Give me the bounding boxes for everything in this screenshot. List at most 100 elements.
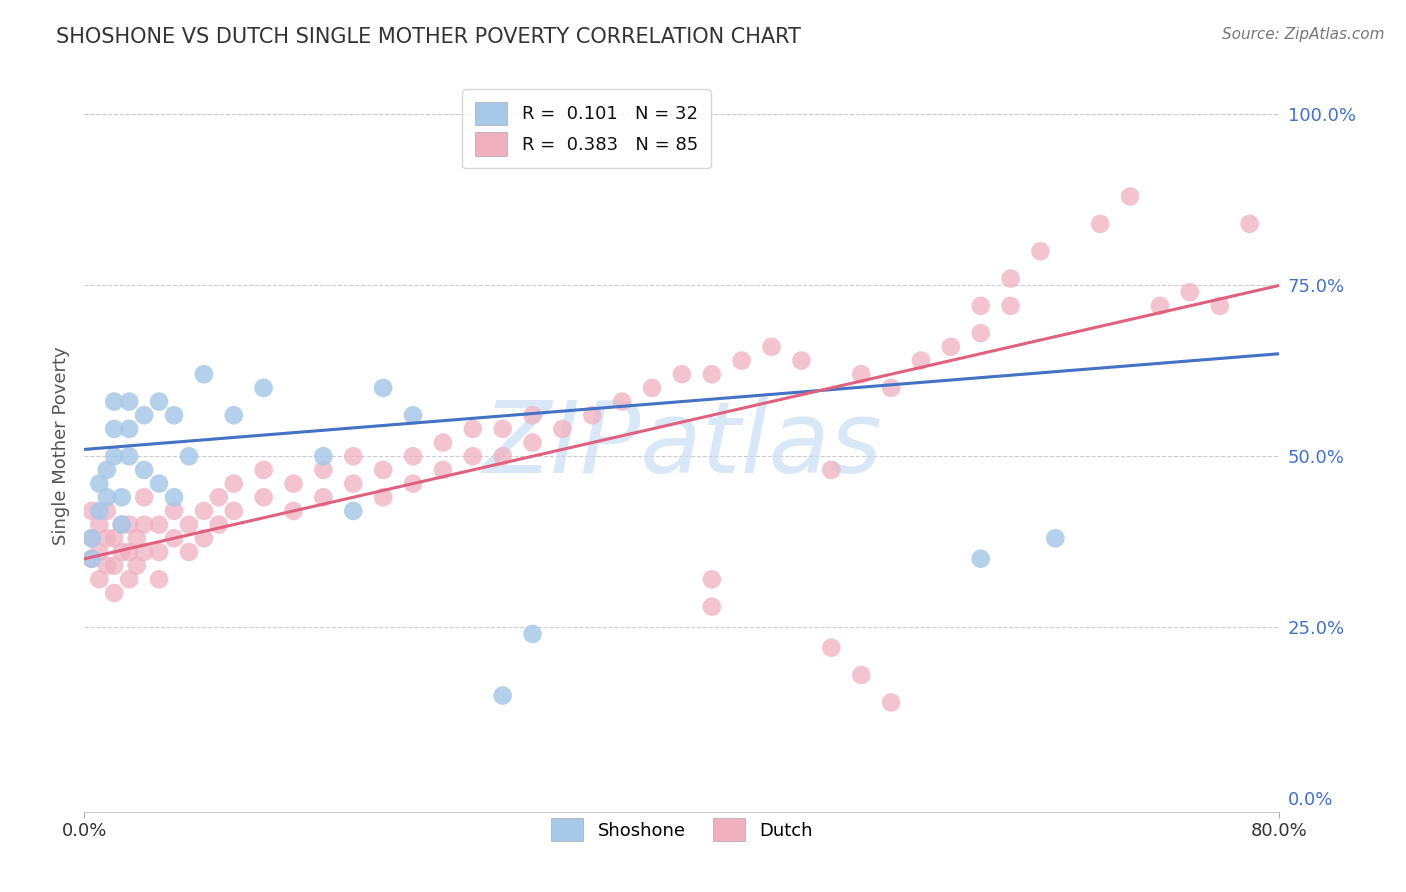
Text: Source: ZipAtlas.com: Source: ZipAtlas.com xyxy=(1222,27,1385,42)
Point xyxy=(103,394,125,409)
Point xyxy=(1000,271,1022,285)
Point xyxy=(125,531,148,545)
Point xyxy=(148,394,170,409)
Point xyxy=(118,572,141,586)
Point xyxy=(851,368,873,382)
Text: ZIPatlas: ZIPatlas xyxy=(482,398,882,494)
Point xyxy=(111,545,134,559)
Point xyxy=(880,381,903,395)
Point xyxy=(581,409,603,423)
Point xyxy=(118,545,141,559)
Point xyxy=(253,463,276,477)
Point xyxy=(939,340,962,354)
Point xyxy=(910,353,932,368)
Point xyxy=(163,531,186,545)
Point xyxy=(103,558,125,573)
Point xyxy=(96,463,118,477)
Point xyxy=(118,517,141,532)
Point xyxy=(193,368,215,382)
Point xyxy=(820,640,842,655)
Point xyxy=(96,531,118,545)
Point xyxy=(148,572,170,586)
Point xyxy=(700,572,723,586)
Point xyxy=(177,517,200,532)
Point xyxy=(148,517,170,532)
Point xyxy=(118,394,141,409)
Point xyxy=(1209,299,1232,313)
Point xyxy=(522,409,544,423)
Point xyxy=(89,476,111,491)
Point xyxy=(492,689,515,703)
Point xyxy=(111,517,134,532)
Point xyxy=(342,449,364,463)
Point xyxy=(208,517,231,532)
Point xyxy=(342,504,364,518)
Point xyxy=(700,368,723,382)
Point xyxy=(132,517,156,532)
Point xyxy=(103,449,125,463)
Point xyxy=(551,422,574,436)
Point xyxy=(970,299,993,313)
Point xyxy=(700,599,723,614)
Point xyxy=(1119,189,1142,203)
Point xyxy=(118,449,141,463)
Point xyxy=(177,449,200,463)
Point xyxy=(125,558,148,573)
Point xyxy=(80,504,103,518)
Point xyxy=(118,422,141,436)
Point xyxy=(222,409,245,423)
Point xyxy=(731,353,754,368)
Legend: Shoshone, Dutch: Shoshone, Dutch xyxy=(538,805,825,854)
Point xyxy=(312,463,335,477)
Point xyxy=(103,422,125,436)
Point xyxy=(312,449,335,463)
Point xyxy=(103,586,125,600)
Point xyxy=(80,551,103,566)
Point xyxy=(402,476,425,491)
Point xyxy=(1149,299,1171,313)
Point xyxy=(402,409,425,423)
Point xyxy=(373,463,395,477)
Point xyxy=(671,368,693,382)
Point xyxy=(193,504,215,518)
Point xyxy=(432,435,454,450)
Point xyxy=(612,394,634,409)
Point xyxy=(193,531,215,545)
Point xyxy=(111,490,134,504)
Point xyxy=(1239,217,1261,231)
Point xyxy=(163,409,186,423)
Point xyxy=(96,558,118,573)
Point xyxy=(253,381,276,395)
Point xyxy=(970,551,993,566)
Text: SHOSHONE VS DUTCH SINGLE MOTHER POVERTY CORRELATION CHART: SHOSHONE VS DUTCH SINGLE MOTHER POVERTY … xyxy=(56,27,801,46)
Point xyxy=(432,463,454,477)
Point xyxy=(89,504,111,518)
Point xyxy=(132,545,156,559)
Point xyxy=(790,353,813,368)
Point xyxy=(148,476,170,491)
Point xyxy=(461,422,484,436)
Point xyxy=(163,504,186,518)
Point xyxy=(970,326,993,341)
Point xyxy=(522,435,544,450)
Point xyxy=(132,409,156,423)
Point xyxy=(253,490,276,504)
Point xyxy=(373,381,395,395)
Point xyxy=(1045,531,1067,545)
Point xyxy=(222,476,245,491)
Point xyxy=(283,504,305,518)
Point xyxy=(851,668,873,682)
Point xyxy=(820,463,842,477)
Point xyxy=(208,490,231,504)
Point xyxy=(222,504,245,518)
Point xyxy=(1000,299,1022,313)
Point xyxy=(492,449,515,463)
Point xyxy=(402,449,425,463)
Y-axis label: Single Mother Poverty: Single Mother Poverty xyxy=(52,347,70,545)
Point xyxy=(89,545,111,559)
Point xyxy=(641,381,664,395)
Point xyxy=(89,517,111,532)
Point xyxy=(132,463,156,477)
Point xyxy=(342,476,364,491)
Point xyxy=(177,545,200,559)
